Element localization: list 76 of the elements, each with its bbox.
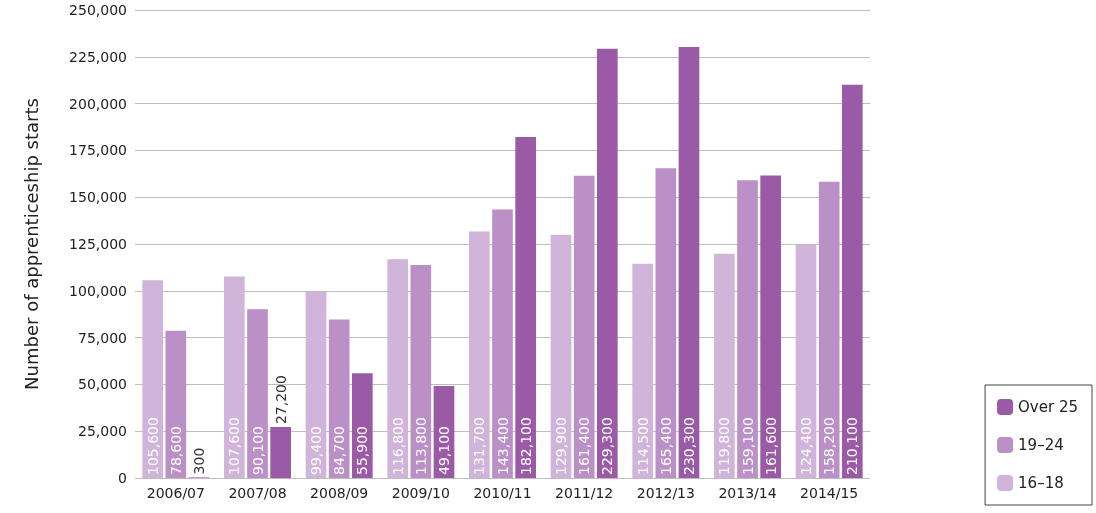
data-label: 230,300 bbox=[680, 417, 697, 475]
data-label: 113,800 bbox=[412, 417, 429, 475]
data-label: 182,100 bbox=[517, 417, 534, 475]
bar bbox=[224, 276, 245, 478]
x-tick-label: 2008/09 bbox=[310, 485, 369, 501]
data-label: 161,600 bbox=[762, 417, 779, 475]
data-label: 105,600 bbox=[144, 417, 161, 475]
bar bbox=[270, 427, 291, 478]
bar bbox=[247, 309, 268, 478]
bar bbox=[596, 48, 618, 478]
bar bbox=[737, 180, 758, 478]
data-label: 90,100 bbox=[249, 426, 266, 475]
data-label: 99,400 bbox=[308, 426, 325, 475]
bar bbox=[469, 231, 490, 478]
data-label: 84,700 bbox=[331, 426, 348, 475]
bar bbox=[632, 263, 654, 478]
x-tick-label: 2009/10 bbox=[391, 485, 450, 501]
y-tick-label: 50,000 bbox=[78, 376, 127, 393]
bar bbox=[714, 253, 735, 478]
data-label: 124,400 bbox=[798, 417, 815, 475]
y-tick-label: 225,000 bbox=[69, 48, 127, 65]
bar bbox=[305, 291, 327, 478]
bar bbox=[387, 259, 409, 478]
data-label: 116,800 bbox=[389, 417, 406, 475]
data-label: 165,400 bbox=[657, 417, 674, 475]
bar bbox=[760, 175, 781, 478]
x-tick-label: 2006/07 bbox=[146, 485, 205, 501]
y-tick-label: 150,000 bbox=[69, 189, 127, 206]
bar bbox=[841, 84, 863, 478]
data-label: 210,100 bbox=[844, 417, 861, 475]
y-tick-label: 0 bbox=[118, 470, 127, 486]
y-tick-label: 250,000 bbox=[69, 2, 127, 18]
y-tick-label: 175,000 bbox=[69, 142, 127, 159]
bar bbox=[573, 175, 595, 478]
data-label: 158,200 bbox=[821, 417, 838, 475]
y-tick-label: 75,000 bbox=[78, 329, 127, 346]
data-label: 159,100 bbox=[739, 417, 756, 475]
data-label: 27,200 bbox=[272, 375, 289, 425]
bar bbox=[795, 245, 817, 478]
data-label: 78,600 bbox=[167, 426, 184, 475]
y-tick-label: 200,000 bbox=[69, 95, 127, 112]
y-tick-label: 125,000 bbox=[69, 236, 127, 252]
bar bbox=[165, 330, 187, 478]
data-label: 300 bbox=[190, 447, 207, 475]
data-label: 55,900 bbox=[354, 426, 371, 475]
y-axis-title: Number of apprenticeship starts bbox=[20, 98, 42, 390]
legend-label: Over 25 bbox=[1018, 398, 1078, 416]
data-label: 131,700 bbox=[471, 417, 488, 475]
bar bbox=[410, 264, 432, 478]
data-label: 143,400 bbox=[494, 417, 511, 475]
x-tick-label: 2010/11 bbox=[473, 485, 532, 501]
bar bbox=[655, 168, 677, 478]
bar bbox=[328, 319, 350, 478]
x-tick-label: 2012/13 bbox=[636, 485, 695, 501]
bar bbox=[142, 280, 164, 478]
bar bbox=[515, 137, 536, 478]
x-tick-label: 2014/15 bbox=[800, 485, 859, 501]
x-tick-label: 2007/08 bbox=[228, 485, 287, 501]
bar bbox=[492, 209, 513, 478]
data-label: 49,100 bbox=[435, 426, 452, 475]
bar bbox=[818, 181, 840, 478]
data-label: 114,500 bbox=[634, 417, 651, 475]
bar bbox=[550, 234, 572, 478]
data-label: 119,800 bbox=[716, 417, 733, 475]
bar bbox=[351, 373, 373, 478]
data-label: 107,600 bbox=[226, 417, 243, 475]
data-label: 161,400 bbox=[576, 417, 593, 475]
y-tick-label: 100,000 bbox=[69, 282, 127, 299]
x-tick-label: 2011/12 bbox=[555, 485, 614, 501]
bar bbox=[678, 46, 700, 478]
legend-label: 19–24 bbox=[1018, 436, 1064, 454]
y-tick-label: 25,000 bbox=[78, 423, 127, 440]
data-label: 129,900 bbox=[553, 417, 570, 475]
legend-label: 16–18 bbox=[1018, 474, 1064, 492]
data-label: 229,300 bbox=[599, 417, 616, 475]
x-tick-label: 2013/14 bbox=[718, 485, 777, 501]
